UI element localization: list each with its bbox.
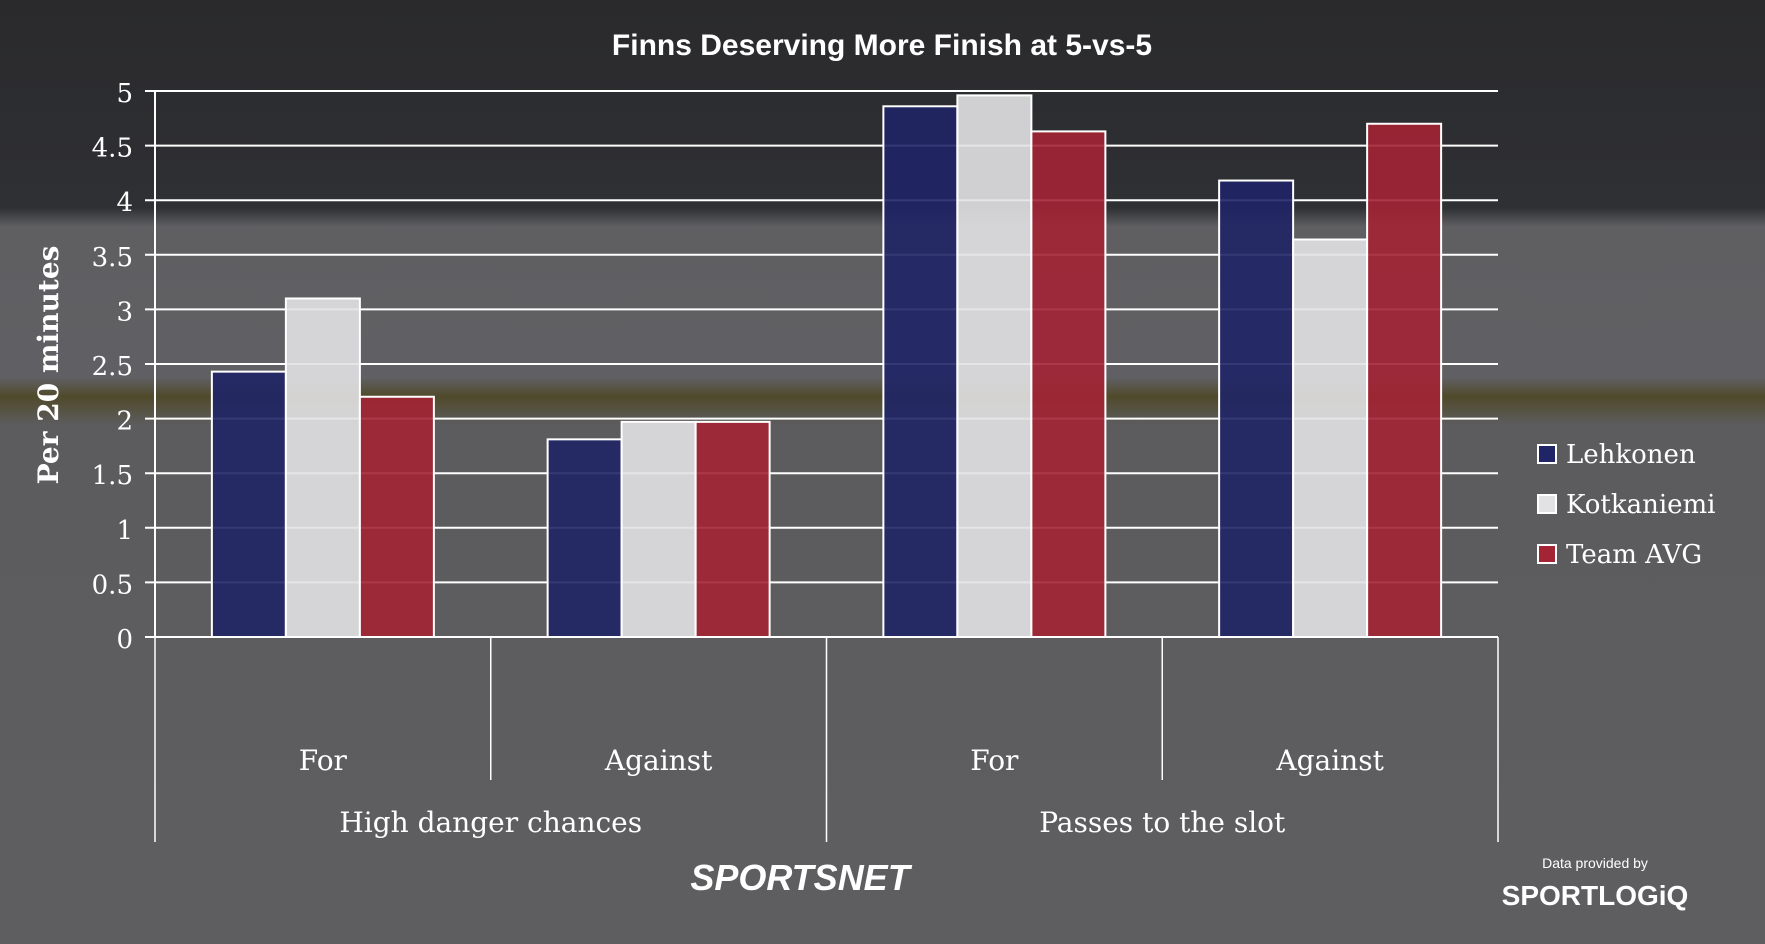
bar-kotkaniemi xyxy=(1292,238,1369,638)
bar-team-avg xyxy=(358,395,435,639)
y-tick-label: 2.5 xyxy=(92,352,133,382)
y-tick-label: 1.5 xyxy=(92,461,133,491)
bar-team-avg xyxy=(1366,122,1443,638)
y-tick-label: 5 xyxy=(116,79,133,109)
bar-lehkonen xyxy=(882,105,959,638)
y-tick-label: 0.5 xyxy=(92,570,133,600)
data-provided-by: Data provided by xyxy=(1542,855,1648,871)
y-tick-label: 4 xyxy=(116,188,133,218)
legend-swatch xyxy=(1537,544,1557,564)
y-tick-label: 1 xyxy=(116,516,133,546)
legend-label: Team AVG xyxy=(1566,540,1702,570)
bar-lehkonen xyxy=(546,438,623,638)
sportsnet-logo: SPORTSNET xyxy=(690,857,912,898)
x-category-label: Against xyxy=(604,744,713,777)
chart-title: Finns Deserving More Finish at 5-vs-5 xyxy=(612,29,1152,62)
x-category-label: For xyxy=(970,744,1019,777)
y-tick-label: 3.5 xyxy=(92,243,133,273)
y-tick-label: 0 xyxy=(116,625,133,655)
x-category-label: For xyxy=(299,744,348,777)
bar-kotkaniemi xyxy=(284,297,361,638)
y-axis-label: Per 20 minutes xyxy=(32,246,65,485)
bar-kotkaniemi xyxy=(620,420,697,638)
y-tick-label: 2 xyxy=(116,407,133,437)
bar-lehkonen xyxy=(1218,179,1295,638)
legend-label: Kotkaniemi xyxy=(1566,490,1716,520)
bar-kotkaniemi xyxy=(956,94,1033,639)
bar-team-avg xyxy=(694,420,771,638)
legend-label: Lehkonen xyxy=(1566,440,1696,470)
legend-swatch xyxy=(1537,494,1557,514)
bar-team-avg xyxy=(1030,130,1107,639)
x-group-label: High danger chances xyxy=(339,806,642,839)
x-category-label: Against xyxy=(1275,744,1384,777)
y-tick-label: 4.5 xyxy=(92,134,133,164)
bar-lehkonen xyxy=(210,370,287,638)
legend-swatch xyxy=(1537,444,1557,464)
y-tick-label: 3 xyxy=(116,297,133,327)
sportlogiq-logo: SPORTLOGiQ xyxy=(1502,880,1689,911)
x-group-label: Passes to the slot xyxy=(1039,806,1286,839)
